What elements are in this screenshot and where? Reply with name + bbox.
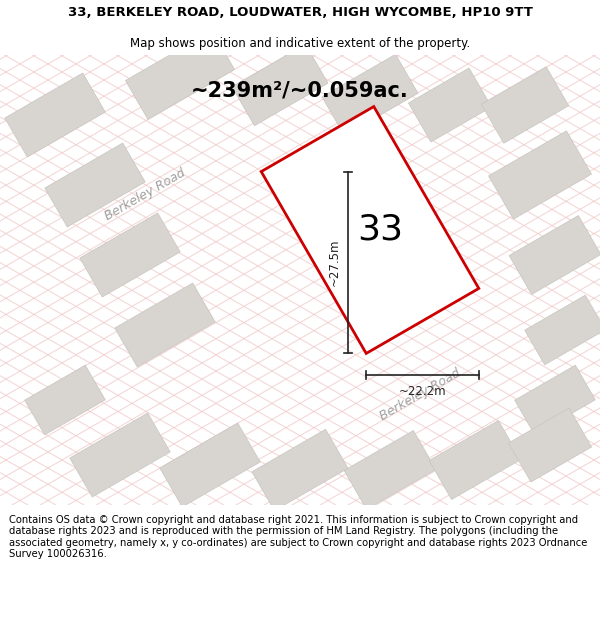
Text: ~27.5m: ~27.5m	[328, 239, 341, 286]
Polygon shape	[261, 107, 479, 353]
Polygon shape	[70, 413, 170, 497]
Text: 33, BERKELEY ROAD, LOUDWATER, HIGH WYCOMBE, HP10 9TT: 33, BERKELEY ROAD, LOUDWATER, HIGH WYCOM…	[68, 6, 532, 19]
Text: ~22.2m: ~22.2m	[398, 385, 446, 398]
Text: Berkeley Road: Berkeley Road	[377, 367, 463, 423]
Text: Map shows position and indicative extent of the property.: Map shows position and indicative extent…	[130, 38, 470, 51]
Text: 33: 33	[357, 213, 403, 247]
Polygon shape	[429, 421, 521, 499]
Polygon shape	[232, 44, 328, 126]
Polygon shape	[488, 131, 592, 219]
Polygon shape	[80, 213, 180, 297]
Polygon shape	[508, 408, 592, 482]
Polygon shape	[160, 423, 260, 507]
Polygon shape	[409, 68, 491, 142]
Polygon shape	[481, 67, 569, 143]
Polygon shape	[45, 143, 145, 227]
Polygon shape	[25, 365, 106, 435]
Text: Berkeley Road: Berkeley Road	[103, 167, 188, 223]
Polygon shape	[344, 431, 436, 509]
Polygon shape	[509, 216, 600, 294]
Polygon shape	[524, 295, 600, 365]
Polygon shape	[115, 283, 215, 367]
Polygon shape	[5, 73, 105, 157]
Polygon shape	[125, 31, 235, 119]
Polygon shape	[252, 429, 348, 511]
Text: ~239m²/~0.059ac.: ~239m²/~0.059ac.	[191, 80, 409, 100]
Text: Contains OS data © Crown copyright and database right 2021. This information is : Contains OS data © Crown copyright and d…	[9, 514, 587, 559]
Polygon shape	[322, 54, 418, 136]
Polygon shape	[515, 365, 595, 435]
